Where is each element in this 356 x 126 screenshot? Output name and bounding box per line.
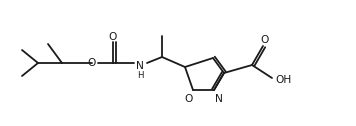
Text: O: O [109, 32, 117, 42]
Text: OH: OH [276, 75, 292, 85]
Text: H: H [137, 71, 143, 80]
Text: O: O [185, 94, 193, 104]
Text: O: O [261, 35, 269, 45]
Text: O: O [88, 58, 96, 68]
Text: N: N [136, 61, 144, 71]
Text: N: N [215, 94, 223, 104]
